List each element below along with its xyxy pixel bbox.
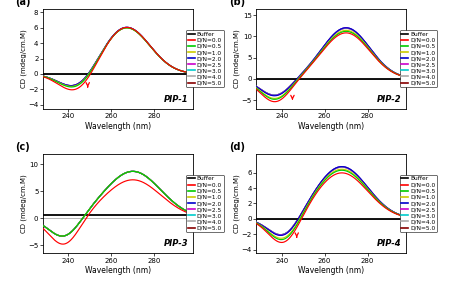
Text: (d): (d) xyxy=(229,141,245,151)
X-axis label: Wavelength (nm): Wavelength (nm) xyxy=(298,122,364,130)
Text: (a): (a) xyxy=(16,0,31,7)
Legend: Buffer, D/N=0.0, D/N=0.5, D/N=1.0, D/N=2.0, D/N=2.5, D/N=3.0, D/N=4.0, D/N=5.0: Buffer, D/N=0.0, D/N=0.5, D/N=1.0, D/N=2… xyxy=(186,30,224,88)
Legend: Buffer, D/N=0.0, D/N=0.5, D/N=1.0, D/N=2.0, D/N=2.5, D/N=3.0, D/N=4.0, D/N=5.0: Buffer, D/N=0.0, D/N=0.5, D/N=1.0, D/N=2… xyxy=(186,175,224,232)
Text: PIP-2: PIP-2 xyxy=(377,94,401,104)
Text: PIP-4: PIP-4 xyxy=(377,239,401,249)
Text: PIP-3: PIP-3 xyxy=(164,239,188,249)
Legend: Buffer, D/N=0.0, D/N=0.5, D/N=1.0, D/N=2.0, D/N=2.5, D/N=3.0, D/N=4.0, D/N=5.0: Buffer, D/N=0.0, D/N=0.5, D/N=1.0, D/N=2… xyxy=(400,175,437,232)
Y-axis label: CD (mdeg/cm.M): CD (mdeg/cm.M) xyxy=(20,29,27,88)
Y-axis label: CD (mdeg/cm.M): CD (mdeg/cm.M) xyxy=(234,174,240,233)
X-axis label: Wavelength (nm): Wavelength (nm) xyxy=(85,122,151,130)
Text: (b): (b) xyxy=(229,0,245,7)
Y-axis label: CD (mdeg/cm.M): CD (mdeg/cm.M) xyxy=(20,174,27,233)
Text: (c): (c) xyxy=(16,141,30,151)
X-axis label: Wavelength (nm): Wavelength (nm) xyxy=(85,266,151,275)
X-axis label: Wavelength (nm): Wavelength (nm) xyxy=(298,266,364,275)
Text: PIP-1: PIP-1 xyxy=(164,94,188,104)
Legend: Buffer, D/N=0.0, D/N=0.5, D/N=1.0, D/N=2.0, D/N=2.5, D/N=3.0, D/N=4.0, D/N=5.0: Buffer, D/N=0.0, D/N=0.5, D/N=1.0, D/N=2… xyxy=(400,30,437,88)
Y-axis label: CD (mdeg/cm.M): CD (mdeg/cm.M) xyxy=(234,29,240,88)
